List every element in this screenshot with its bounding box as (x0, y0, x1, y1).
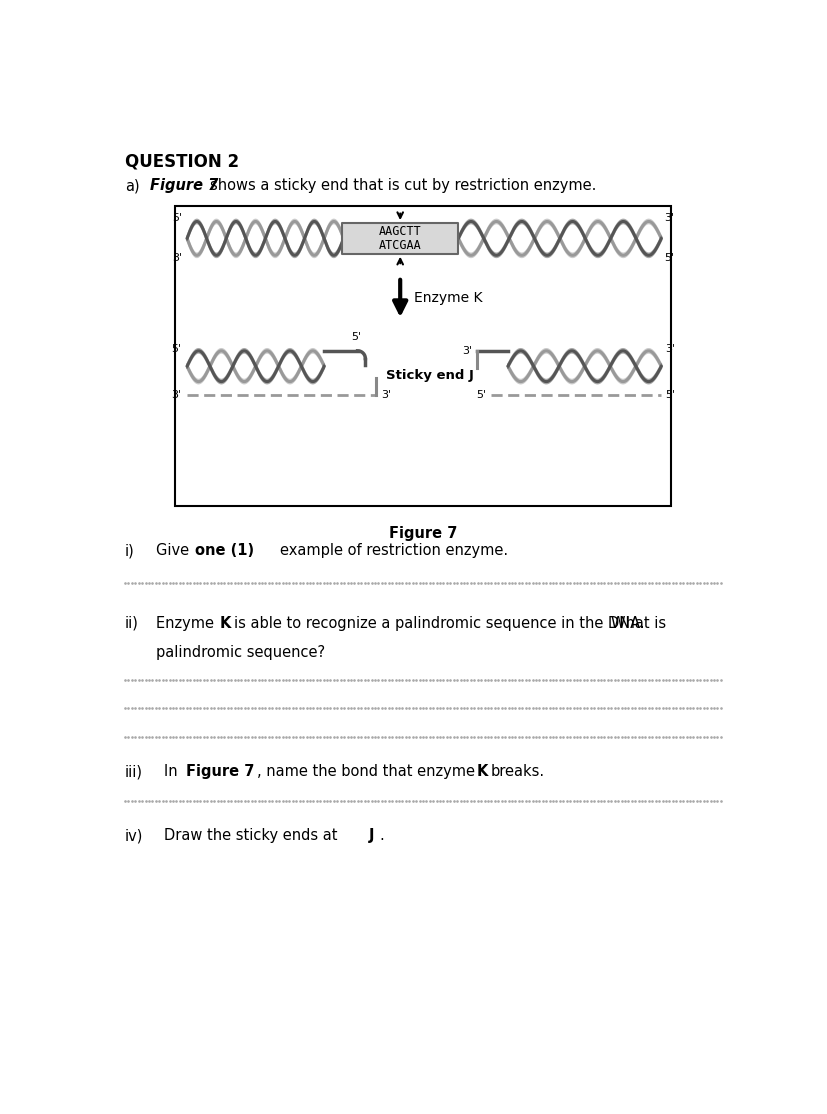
Text: AAGCTT: AAGCTT (379, 225, 422, 238)
Text: is able to recognize a palindromic sequence in the DNA.: is able to recognize a palindromic seque… (233, 616, 644, 631)
Text: 5': 5' (665, 391, 676, 400)
Text: 5': 5' (172, 214, 183, 224)
Text: Give: Give (156, 544, 194, 558)
Text: i): i) (125, 544, 135, 558)
Text: K: K (220, 616, 231, 631)
Text: ATCGAA: ATCGAA (379, 238, 422, 252)
Text: iv): iv) (125, 828, 143, 843)
Text: breaks.: breaks. (491, 764, 545, 780)
Text: 3': 3' (380, 391, 391, 400)
Text: 5': 5' (351, 332, 361, 342)
Text: a): a) (125, 178, 140, 194)
Text: Draw the sticky ends at: Draw the sticky ends at (164, 828, 342, 843)
Text: 3': 3' (665, 343, 676, 353)
Text: Sticky end J: Sticky end J (386, 369, 474, 382)
Text: 3': 3' (172, 253, 183, 263)
Text: Figure 7: Figure 7 (150, 178, 218, 194)
Text: 5': 5' (664, 253, 675, 263)
Text: palindromic sequence?: palindromic sequence? (156, 645, 325, 659)
Bar (175, 206, 672, 507)
Text: What is: What is (611, 616, 666, 631)
Text: Figure 7: Figure 7 (390, 526, 457, 540)
Text: Enzyme: Enzyme (156, 616, 218, 631)
Text: shows a sticky end that is cut by restriction enzyme.: shows a sticky end that is cut by restri… (210, 178, 597, 194)
Text: QUESTION 2: QUESTION 2 (125, 153, 239, 170)
Text: example of restriction enzyme.: example of restriction enzyme. (280, 544, 509, 558)
Text: J: J (368, 828, 374, 843)
Text: ii): ii) (125, 616, 139, 631)
Text: 5': 5' (170, 343, 181, 353)
Text: K: K (477, 764, 488, 780)
Text: , name the bond that enzyme: , name the bond that enzyme (257, 764, 480, 780)
Text: one (1): one (1) (195, 544, 254, 558)
Text: iii): iii) (125, 764, 143, 780)
Text: 3': 3' (664, 214, 675, 224)
Text: 3': 3' (170, 391, 181, 400)
Bar (342, 223, 458, 254)
Text: .: . (380, 828, 384, 843)
Text: Figure 7: Figure 7 (185, 764, 254, 780)
Text: 3': 3' (462, 345, 472, 355)
Text: Enzyme K: Enzyme K (414, 292, 483, 305)
Text: 5': 5' (476, 391, 486, 400)
Text: In: In (164, 764, 182, 780)
